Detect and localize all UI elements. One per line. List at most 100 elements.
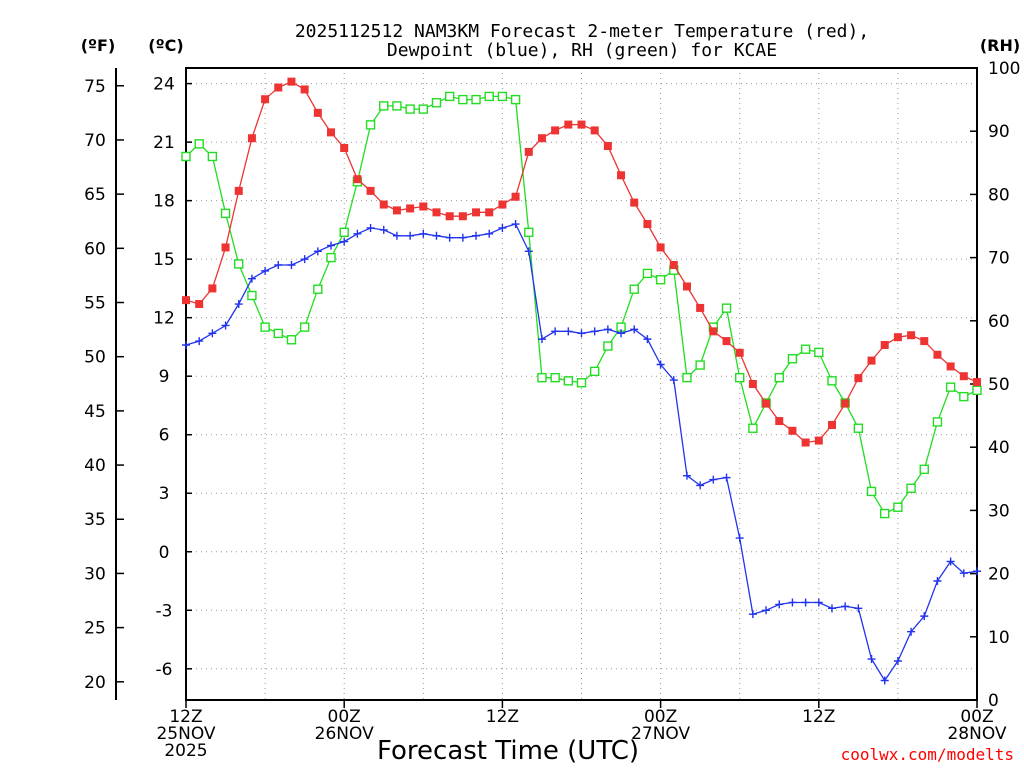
dewpoint-point bbox=[775, 600, 784, 609]
dewpoint-point bbox=[801, 598, 810, 607]
dewpoint-point bbox=[485, 229, 494, 238]
rh-point bbox=[365, 120, 376, 130]
rh-point bbox=[655, 275, 666, 285]
celsius-tick-label: 18 bbox=[153, 192, 175, 212]
rh-unit-label: (RH) bbox=[980, 36, 1020, 55]
dewpoint-point bbox=[208, 329, 217, 338]
rh-point bbox=[444, 91, 455, 102]
dewpoint-point bbox=[406, 231, 415, 240]
dewpoint-point bbox=[564, 327, 573, 336]
temperature-point bbox=[854, 374, 863, 383]
rh-point bbox=[550, 372, 560, 383]
rh-tick-label: 90 bbox=[988, 122, 1010, 142]
rh-point bbox=[629, 284, 639, 294]
rh-point bbox=[286, 335, 297, 345]
celsius-tick-label: 3 bbox=[159, 484, 170, 504]
dewpoint-point bbox=[195, 337, 204, 346]
rh-point bbox=[932, 417, 943, 427]
dewpoint-point bbox=[261, 266, 270, 275]
rh-point bbox=[827, 376, 837, 386]
rh-point bbox=[181, 151, 191, 162]
temperature-point bbox=[722, 337, 731, 346]
temperature-point bbox=[682, 282, 691, 291]
rh-point bbox=[589, 366, 600, 377]
rh-point bbox=[392, 101, 402, 111]
rh-point bbox=[959, 391, 969, 402]
dewpoint-point bbox=[511, 220, 520, 229]
temperature-point bbox=[300, 85, 309, 94]
x-tick-label: 00Z bbox=[960, 707, 993, 727]
chart-title-line1: 2025112512 NAM3KM Forecast 2-meter Tempe… bbox=[295, 21, 869, 42]
dewpoint-point bbox=[762, 606, 771, 615]
dewpoint-point bbox=[313, 247, 322, 256]
fahrenheit-tick-label: 35 bbox=[84, 510, 106, 530]
dewpoint-point bbox=[366, 223, 375, 232]
dewpoint-point bbox=[827, 604, 836, 613]
rh-point bbox=[484, 91, 494, 102]
temperature-point bbox=[656, 243, 665, 252]
rh-point bbox=[774, 372, 784, 383]
temperature-point bbox=[893, 333, 902, 342]
dewpoint-point bbox=[524, 247, 533, 256]
fahrenheit-tick-label: 25 bbox=[84, 619, 106, 639]
rh-point bbox=[800, 344, 811, 354]
temperature-point bbox=[880, 340, 889, 349]
dewpoint-point bbox=[458, 233, 467, 242]
dewpoint-series bbox=[182, 220, 981, 685]
temperature-point bbox=[327, 128, 336, 137]
temperature-point bbox=[419, 202, 428, 211]
dewpoint-point bbox=[287, 261, 296, 270]
rh-tick-label: 40 bbox=[988, 438, 1010, 458]
dewpoint-point bbox=[300, 255, 309, 264]
rh-point bbox=[313, 284, 323, 294]
dewpoint-point bbox=[788, 598, 797, 607]
rh-point bbox=[695, 360, 705, 370]
x-tick-label: 12Z bbox=[486, 707, 519, 727]
rh-tick-label: 80 bbox=[988, 185, 1010, 205]
dewpoint-point bbox=[577, 329, 586, 338]
rh-point bbox=[866, 486, 877, 497]
temperature-point bbox=[617, 171, 626, 180]
temperature-point bbox=[261, 95, 270, 104]
rh-tick-label: 0 bbox=[988, 691, 999, 711]
dewpoint-point bbox=[392, 231, 401, 240]
rh-point bbox=[787, 354, 798, 364]
rh-tick-label: 100 bbox=[988, 59, 1020, 79]
temperature-point bbox=[234, 186, 243, 195]
fahrenheit-tick-label: 50 bbox=[84, 348, 106, 368]
temperature-point bbox=[801, 438, 810, 447]
rh-point bbox=[906, 483, 916, 493]
dewpoint-point bbox=[182, 340, 190, 349]
temperature-point bbox=[247, 134, 256, 143]
rh-point bbox=[603, 341, 613, 351]
rh-point bbox=[234, 259, 244, 269]
temperature-point bbox=[564, 120, 573, 129]
rh-point bbox=[299, 322, 310, 332]
dewpoint-point bbox=[973, 567, 981, 576]
dewpoint-point bbox=[907, 627, 916, 636]
temperature-point bbox=[841, 399, 850, 408]
x-tick-label: 26NOV bbox=[315, 724, 374, 744]
dewpoint-point bbox=[379, 225, 388, 234]
data-series bbox=[181, 77, 982, 685]
rh-tick-label: 20 bbox=[988, 565, 1010, 585]
x-axis-title: Forecast Time (UTC) bbox=[377, 736, 639, 766]
dewpoint-point bbox=[537, 335, 546, 344]
rh-point bbox=[379, 101, 389, 111]
celsius-tick-label: 6 bbox=[159, 426, 170, 446]
temperature-point bbox=[748, 380, 757, 388]
temperature-point bbox=[762, 399, 771, 408]
fahrenheit-tick-label: 45 bbox=[84, 402, 106, 422]
dewpoint-point bbox=[656, 360, 665, 369]
temperature-point bbox=[551, 126, 560, 135]
temperature-point bbox=[867, 356, 876, 365]
rh-point bbox=[576, 378, 587, 388]
rh-point bbox=[721, 303, 732, 313]
x-tick-label: 27NOV bbox=[631, 724, 690, 744]
dewpoint-point bbox=[748, 610, 757, 619]
rh-point bbox=[458, 94, 468, 105]
celsius-tick-label: 9 bbox=[159, 367, 170, 387]
dewpoint-point bbox=[419, 229, 428, 238]
dewpoint-point bbox=[617, 329, 626, 338]
temperature-point bbox=[577, 120, 586, 129]
